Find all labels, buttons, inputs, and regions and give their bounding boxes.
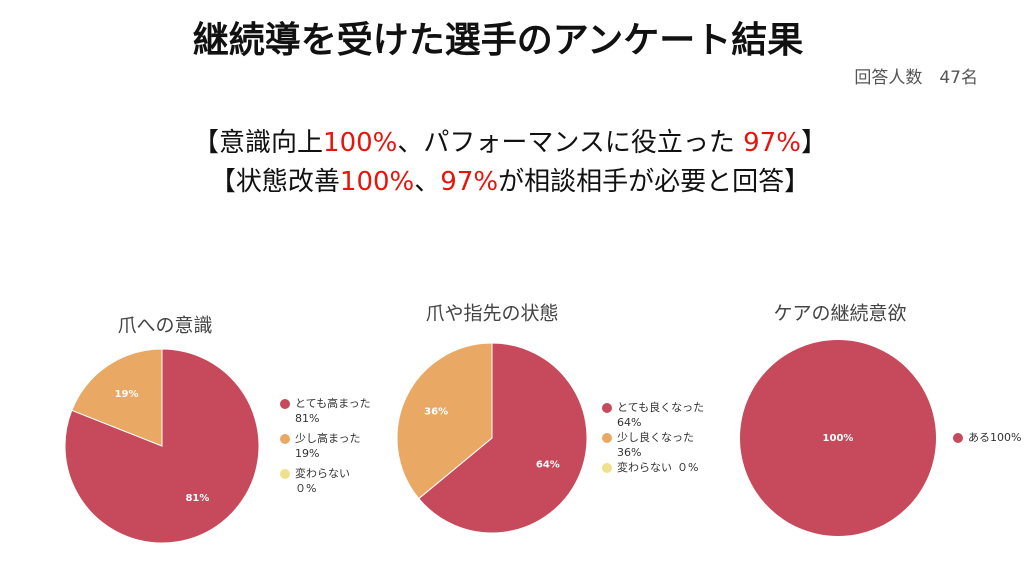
headline-segment: 97%	[743, 128, 801, 158]
legend-swatch	[602, 463, 612, 473]
headline-segment: 】	[801, 128, 827, 158]
legend-swatch	[280, 399, 290, 409]
legend-swatch	[280, 469, 290, 479]
legend-label: 少し良くなった	[617, 430, 694, 444]
legend-label: 少し高まった	[295, 431, 361, 445]
legend-value: 64%	[617, 416, 641, 429]
legend-value: 19%	[295, 447, 319, 460]
respondents: 回答人数 47名	[854, 68, 978, 88]
pie-slice	[71, 348, 163, 447]
legend-value: ０%	[677, 461, 698, 474]
headline-segment: 、パフォーマンスに役立った	[397, 128, 743, 158]
headline-segment: が相談相手が必要と回答】	[498, 167, 810, 197]
legend-label: 変わらない ０%	[617, 460, 698, 474]
legend-label: 変わらない	[295, 466, 350, 480]
headline: 【意識向上100%、パフォーマンスに役立った 97%】	[193, 128, 827, 158]
chart-title: ケアの継続意欲	[773, 303, 906, 325]
legend-value: 100%	[990, 431, 1021, 444]
legend-name: 変わらない	[617, 460, 672, 474]
slice-label: 36%	[424, 407, 448, 418]
headline: 【状態改善100%、97%が相談相手が必要と回答】	[210, 167, 810, 197]
legend-value: 36%	[617, 446, 641, 459]
legend-swatch	[953, 433, 963, 443]
headline-segment: 97%	[440, 167, 498, 197]
chart-title: 爪や指先の状態	[425, 303, 558, 325]
legend-label: ある100%	[968, 431, 1021, 444]
pie-slice	[396, 342, 493, 500]
legend-label: とても良くなった	[617, 400, 704, 414]
legend-value: 81%	[295, 412, 319, 425]
legend-name: ある	[968, 431, 990, 444]
slice-label: 64%	[536, 459, 560, 470]
pie-slice	[418, 342, 588, 534]
headline-segment: 【意識向上	[193, 128, 323, 158]
legend-swatch	[602, 433, 612, 443]
slide-title: 継続導を受けた選手のアンケート結果	[193, 20, 804, 61]
legend-label: とても高まった	[295, 396, 371, 410]
headline-segment: 、	[414, 167, 440, 197]
legend-value: ０%	[295, 482, 316, 495]
headline-segment: 100%	[340, 167, 414, 197]
slice-label: 100%	[823, 433, 854, 444]
headline-segment: 100%	[323, 128, 397, 158]
chart-title: 爪への意識	[117, 315, 212, 337]
slice-label: 19%	[115, 389, 139, 400]
legend-swatch	[602, 403, 612, 413]
legend-swatch	[280, 434, 290, 444]
slice-label: 81%	[185, 493, 209, 504]
headline-segment: 【状態改善	[210, 167, 340, 197]
pie-slice	[740, 340, 936, 536]
